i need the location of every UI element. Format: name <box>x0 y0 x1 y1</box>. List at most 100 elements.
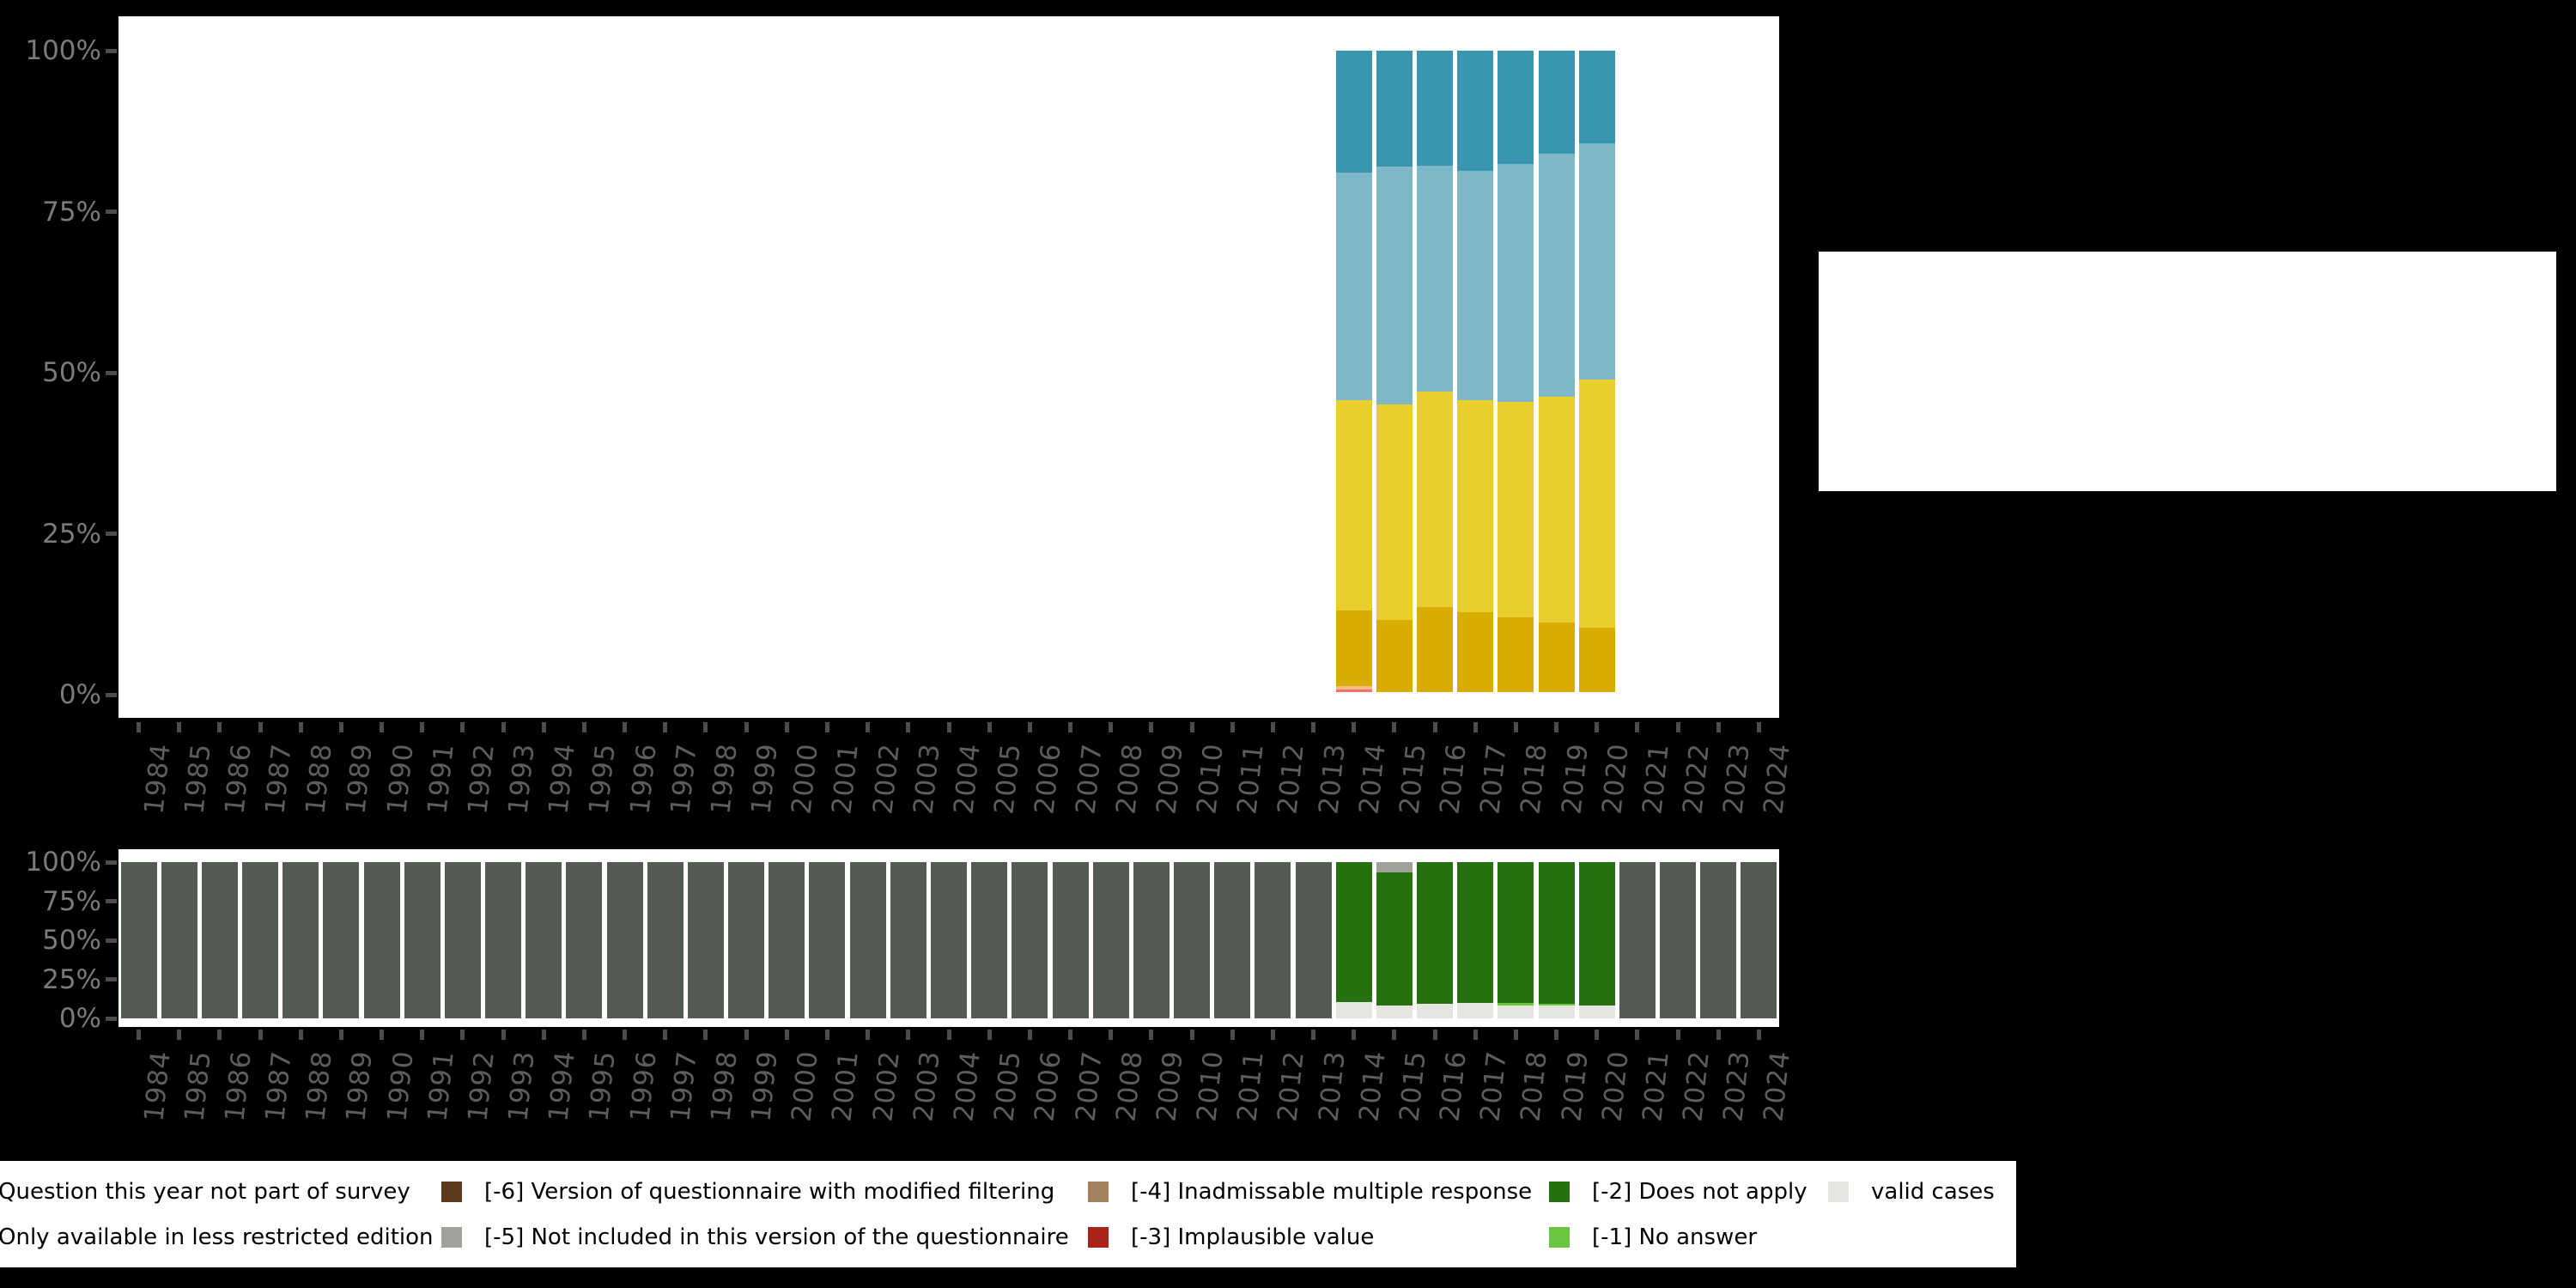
x-axis-tick <box>177 722 182 732</box>
bar-segment-not-in-survey-1992[interactable] <box>444 862 481 1018</box>
bar-segment-4-2016[interactable] <box>1417 607 1454 692</box>
bar-segment--1-2019[interactable] <box>1538 1003 1575 1006</box>
bar-segment-3-2017[interactable] <box>1457 400 1494 612</box>
y-axis-tick <box>106 692 117 697</box>
x-axis-tick <box>581 1030 586 1040</box>
bar-segment-not-in-survey-2012[interactable] <box>1255 862 1291 1018</box>
bar-segment-valid-2019[interactable] <box>1538 1005 1575 1018</box>
x-axis-tick <box>1635 1030 1640 1040</box>
bar-segment-4-2019[interactable] <box>1538 623 1575 692</box>
bar-segment--2-2018[interactable] <box>1498 862 1534 1003</box>
bar-segment-2-2015[interactable] <box>1376 167 1413 405</box>
bar-segment-not-in-survey-1993[interactable] <box>485 862 522 1018</box>
bar-segment-4-2014[interactable] <box>1335 611 1372 687</box>
bar-segment-not-in-survey-2024[interactable] <box>1741 862 1777 1018</box>
bar-segment-2-2014[interactable] <box>1335 172 1372 401</box>
bar-segment-valid-2020[interactable] <box>1578 1005 1615 1018</box>
bar-segment-4-2020[interactable] <box>1578 628 1615 692</box>
bar-segment--2-2017[interactable] <box>1457 862 1494 1003</box>
bar-segment-not-in-survey-1998[interactable] <box>687 862 724 1018</box>
bar-segment-24-2014[interactable] <box>1335 690 1372 692</box>
bar-segment-3-2014[interactable] <box>1335 400 1372 611</box>
bar-segment-not-in-survey-1997[interactable] <box>647 862 683 1018</box>
x-axis-tick <box>987 722 992 732</box>
bar-segment-1-2016[interactable] <box>1417 51 1454 166</box>
bar-segment-not-in-survey-1984[interactable] <box>120 862 157 1018</box>
x-axis-tick <box>663 1030 668 1040</box>
bar-segment-not-in-survey-1987[interactable] <box>242 862 279 1018</box>
bar-segment-1-2017[interactable] <box>1457 51 1494 172</box>
bar-segment-2-2019[interactable] <box>1538 154 1575 397</box>
bar-segment--2-2016[interactable] <box>1417 862 1454 1004</box>
bar-segment-1-2014[interactable] <box>1335 51 1372 173</box>
bar-segment-not-in-survey-1988[interactable] <box>283 862 319 1018</box>
bar-segment--5-2015[interactable] <box>1376 862 1413 872</box>
bar-segment-not-in-survey-2006[interactable] <box>1012 862 1048 1018</box>
y-axis-label: 50% <box>42 357 101 388</box>
bar-segment--2-2015[interactable] <box>1376 872 1413 1006</box>
bar-segment-not-in-survey-2003[interactable] <box>890 862 927 1018</box>
x-axis-tick <box>137 722 142 732</box>
x-axis-tick <box>1109 1030 1114 1040</box>
y-axis-tick <box>106 977 117 981</box>
bar-segment-3-2020[interactable] <box>1578 380 1615 629</box>
bar-segment-1-2018[interactable] <box>1498 51 1534 165</box>
bar-segment-not-in-survey-2010[interactable] <box>1174 862 1211 1018</box>
bar-segment-4-2015[interactable] <box>1376 619 1413 692</box>
bar-segment-4-2017[interactable] <box>1457 611 1494 692</box>
bar-segment-not-in-survey-2005[interactable] <box>971 862 1008 1018</box>
bar-segment-valid-2014[interactable] <box>1335 1001 1372 1018</box>
bar-segment-valid-2018[interactable] <box>1498 1005 1534 1018</box>
bar-segment-1-2015[interactable] <box>1376 51 1413 167</box>
bar-segment-not-in-survey-1994[interactable] <box>526 862 562 1018</box>
bar-segment-not-in-survey-2011[interactable] <box>1214 862 1251 1018</box>
bar-segment-not-in-survey-2000[interactable] <box>769 862 805 1018</box>
bar-segment-not-in-survey-2013[interactable] <box>1295 862 1332 1018</box>
bar-segment-2-2020[interactable] <box>1578 143 1615 380</box>
bar-segment-3-2019[interactable] <box>1538 396 1575 623</box>
bar-segment-valid-2017[interactable] <box>1457 1002 1494 1018</box>
y-axis-label: 0% <box>58 1003 101 1034</box>
bar-segment-not-in-survey-1985[interactable] <box>161 862 197 1018</box>
bar-segment-not-in-survey-1990[interactable] <box>363 862 400 1018</box>
x-axis-tick <box>541 1030 546 1040</box>
bar-segment-not-in-survey-1995[interactable] <box>566 862 603 1018</box>
bar-segment-valid-2015[interactable] <box>1376 1005 1413 1018</box>
bar-segment-not-in-survey-2007[interactable] <box>1052 862 1089 1018</box>
bar-segment-not-in-survey-1999[interactable] <box>728 862 765 1018</box>
bar-segment-not-in-survey-2009[interactable] <box>1133 862 1170 1018</box>
bar-segment-not-in-survey-2021[interactable] <box>1619 862 1656 1018</box>
bar-segment-1-2019[interactable] <box>1538 51 1575 155</box>
x-axis-tick <box>663 722 668 732</box>
bar-segment--2-2019[interactable] <box>1538 862 1575 1004</box>
bar-segment-1-2020[interactable] <box>1578 51 1615 144</box>
x-axis-tick <box>703 1030 708 1040</box>
bar-segment--1-2018[interactable] <box>1498 1002 1534 1005</box>
bar-segment-23-2014[interactable] <box>1335 686 1372 690</box>
bar-segment-not-in-survey-1996[interactable] <box>606 862 643 1018</box>
legend-swatch--3 <box>1088 1227 1109 1248</box>
x-axis-tick <box>1149 1030 1154 1040</box>
bar-segment-3-2015[interactable] <box>1376 404 1413 620</box>
bar-segment-not-in-survey-2022[interactable] <box>1660 862 1697 1018</box>
bar-segment-not-in-survey-1986[interactable] <box>201 862 238 1018</box>
bar-segment-not-in-survey-2023[interactable] <box>1700 862 1737 1018</box>
bar-segment-not-in-survey-1991[interactable] <box>404 862 440 1018</box>
bar-segment-not-in-survey-2001[interactable] <box>809 862 846 1018</box>
x-axis-tick <box>623 722 628 732</box>
x-axis-tick <box>906 1030 911 1040</box>
bar-segment-not-in-survey-2004[interactable] <box>931 862 967 1018</box>
bar-segment-2-2017[interactable] <box>1457 171 1494 401</box>
bar-segment-2-2018[interactable] <box>1498 164 1534 402</box>
bar-segment-not-in-survey-2002[interactable] <box>849 862 886 1018</box>
bar-segment--2-2014[interactable] <box>1335 862 1372 1002</box>
bar-segment-not-in-survey-1989[interactable] <box>323 862 360 1018</box>
bar-segment-valid-2016[interactable] <box>1417 1003 1454 1018</box>
x-axis-tick <box>460 1030 465 1040</box>
bar-segment-2-2016[interactable] <box>1417 165 1454 392</box>
bar-segment-3-2018[interactable] <box>1498 401 1534 618</box>
bar-segment-not-in-survey-2008[interactable] <box>1092 862 1129 1018</box>
bar-segment-3-2016[interactable] <box>1417 391 1454 608</box>
bar-segment-4-2018[interactable] <box>1498 617 1534 692</box>
bar-segment--2-2020[interactable] <box>1578 862 1615 1005</box>
